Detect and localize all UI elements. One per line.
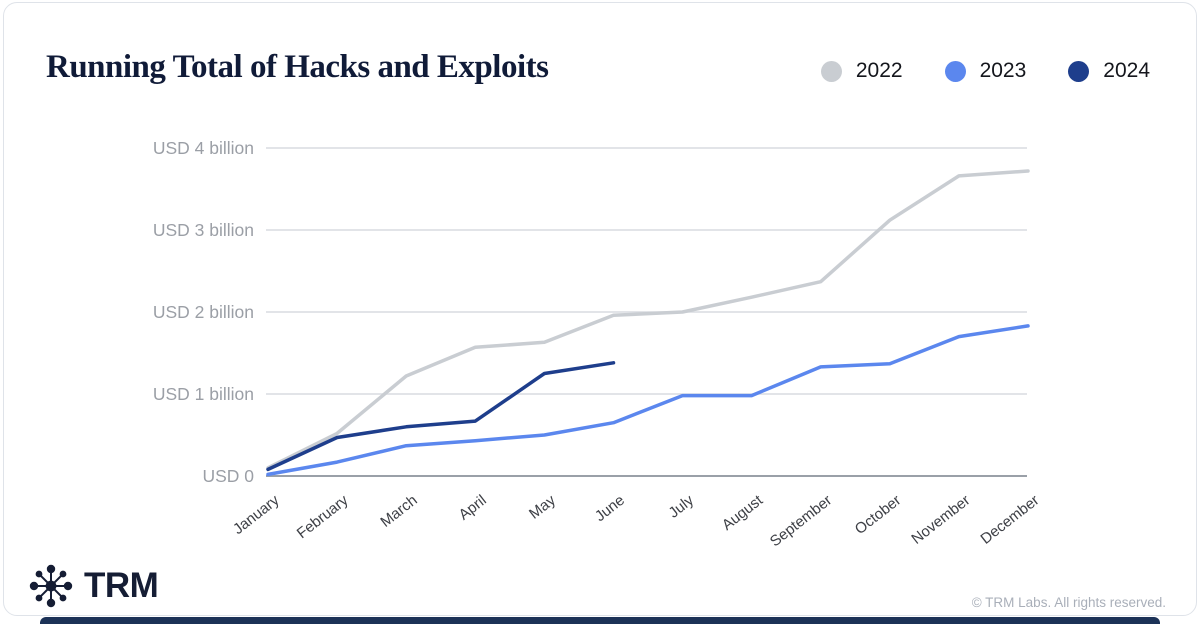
- x-tick-label-july: July: [666, 491, 698, 521]
- copyright-text: © TRM Labs. All rights reserved.: [971, 595, 1166, 610]
- chart-card: Running Total of Hacks and Exploits 2022…: [3, 2, 1197, 616]
- x-tick-label-august: August: [719, 491, 767, 534]
- series-line-2022: [266, 169, 1030, 470]
- x-tick-label-may: May: [526, 491, 559, 522]
- legend-label-2022: 2022: [855, 59, 903, 82]
- legend-label-2024: 2024: [1103, 59, 1150, 82]
- legend-item-2022: 2022: [820, 59, 903, 83]
- line-chart: USD 4 billion USD 3 billion USD 2 billion U…: [153, 138, 1043, 551]
- x-tick-label-november: November: [908, 492, 973, 548]
- x-tick-label-march: March: [377, 492, 420, 531]
- legend-dot-2024-icon: [1068, 60, 1090, 82]
- series-line-2024: [266, 361, 616, 472]
- x-tick-label-january: January: [230, 491, 283, 538]
- y-tick-label: USD 2 billion: [153, 302, 254, 322]
- legend-item-2024: 2024: [1068, 59, 1150, 83]
- y-tick-label: USD 3 billion: [153, 220, 254, 240]
- legend-dot-2022-icon: [820, 60, 842, 82]
- x-tick-label-june: June: [592, 492, 628, 525]
- x-tick-label-september: September: [767, 492, 835, 551]
- series-line-2023: [266, 324, 1030, 477]
- bottom-strip: [40, 617, 1160, 624]
- x-tick-label-december: December: [977, 492, 1042, 548]
- x-tick-label-october: October: [852, 492, 905, 538]
- x-tick-label-april: April: [456, 492, 490, 524]
- legend-item-2023: 2023: [944, 59, 1027, 83]
- trm-wordmark: TRM: [84, 566, 159, 605]
- legend-dot-2023-icon: [944, 60, 966, 82]
- legend-label-2023: 2023: [979, 59, 1027, 82]
- y-tick-label: USD 0: [202, 466, 254, 486]
- y-tick-label: USD 4 billion: [153, 138, 254, 158]
- legend: 2022 2023 2024: [820, 59, 1150, 83]
- y-tick-label: USD 1 billion: [153, 384, 254, 404]
- chart-title: Running Total of Hacks and Exploits: [46, 49, 549, 85]
- trm-logo: TRM: [28, 563, 159, 609]
- trm-molecule-icon: [29, 564, 73, 608]
- x-tick-label-february: February: [294, 491, 352, 542]
